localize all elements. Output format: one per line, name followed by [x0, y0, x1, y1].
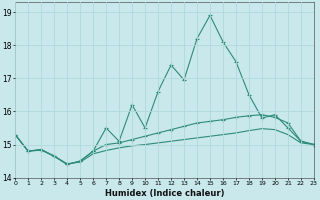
X-axis label: Humidex (Indice chaleur): Humidex (Indice chaleur): [105, 189, 224, 198]
